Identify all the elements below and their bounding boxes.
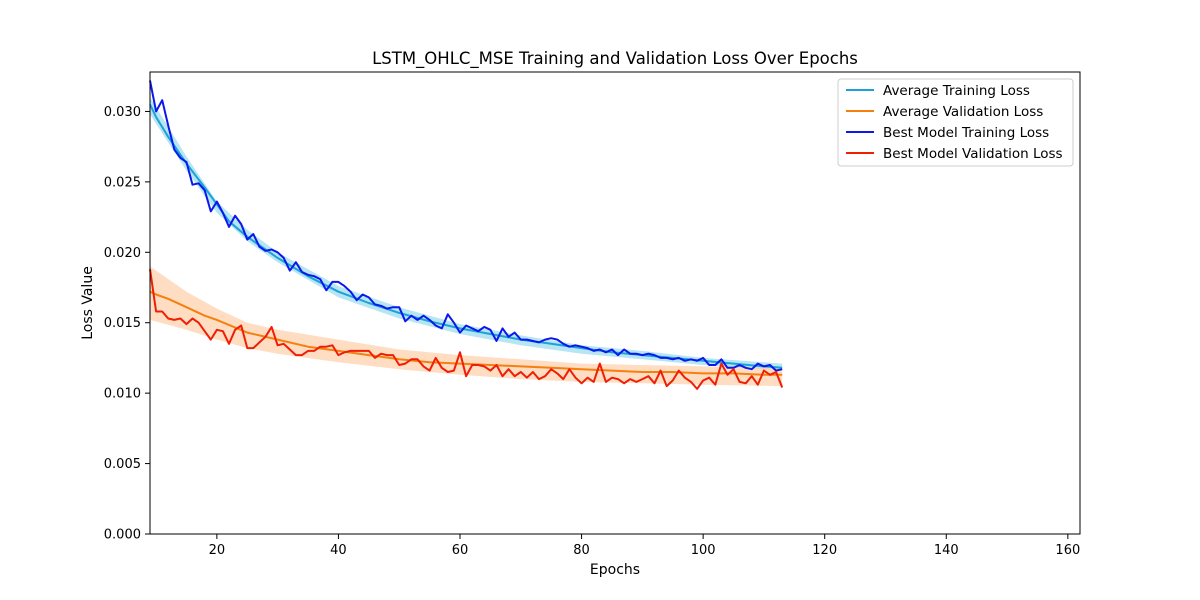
- y-tick-label: 0.015: [104, 316, 141, 331]
- x-tick-label: 160: [1055, 543, 1080, 558]
- x-tick-label: 140: [934, 543, 959, 558]
- plot-frame: [149, 71, 1081, 535]
- x-tick-label: 20: [209, 543, 226, 558]
- y-axis-label: Loss Value: [80, 266, 96, 340]
- validation-loss-band: [150, 266, 783, 387]
- x-tick-label: 60: [452, 543, 469, 558]
- confidence-bands: [150, 97, 783, 387]
- average-training-loss-legend-label: Average Training Loss: [883, 83, 1030, 99]
- chart-title: LSTM_OHLC_MSE Training and Validation Lo…: [372, 49, 858, 69]
- y-tick-label: 0.030: [104, 105, 141, 120]
- x-axis-label: Epochs: [590, 562, 640, 578]
- average-validation-loss-legend-label: Average Validation Loss: [883, 104, 1043, 120]
- y-tick-label: 0.020: [104, 246, 141, 261]
- average-validation-loss-line: [149, 290, 783, 376]
- x-tick-label: 80: [573, 543, 590, 558]
- best-model-validation-loss-line: [149, 269, 784, 390]
- legend: Average Training Loss Average Validation …: [837, 78, 1074, 167]
- series-lines: [149, 80, 784, 390]
- best-model-training-loss-legend-label: Best Model Training Loss: [883, 125, 1049, 141]
- y-tick-label: 0.010: [104, 387, 141, 402]
- x-axis-ticks: 20 40 60 80 100 120 140 160: [209, 534, 1080, 558]
- y-tick-label: 0.005: [104, 457, 141, 472]
- x-tick-label: 100: [691, 543, 716, 558]
- x-tick-label: 40: [330, 543, 347, 558]
- x-tick-label: 120: [812, 543, 837, 558]
- best-model-validation-loss-legend-label: Best Model Validation Loss: [883, 146, 1063, 162]
- y-axis-ticks: 0.000 0.005 0.010 0.015 0.020 0.025 0.030: [104, 105, 150, 543]
- y-tick-label: 0.000: [104, 528, 141, 543]
- best-model-training-loss-line: [149, 80, 783, 372]
- legend-box: [837, 78, 1074, 167]
- y-tick-label: 0.025: [104, 175, 141, 190]
